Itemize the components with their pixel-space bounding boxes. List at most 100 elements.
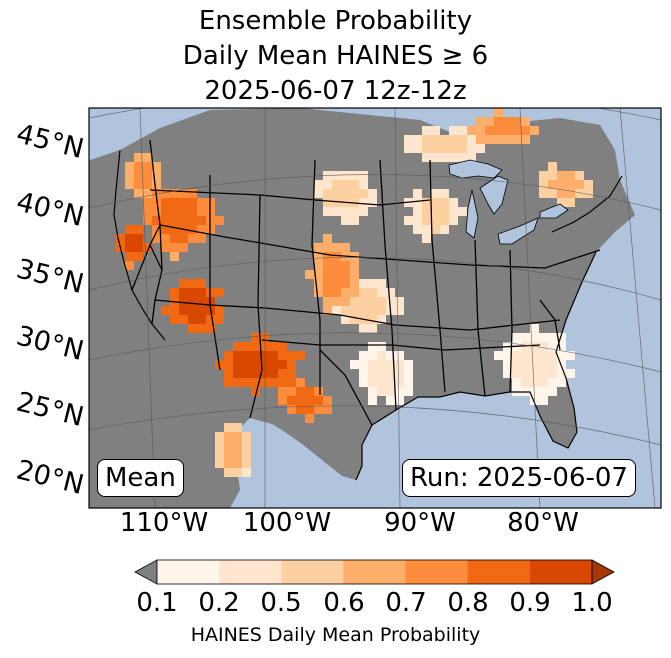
probability-cell [179, 288, 188, 297]
probability-cell [422, 225, 431, 234]
probability-cell [152, 225, 161, 234]
probability-cell [377, 369, 386, 378]
probability-cell [125, 180, 134, 189]
probability-cell [323, 306, 332, 315]
probability-cell [314, 189, 323, 198]
probability-cell [314, 387, 323, 396]
probability-cell [197, 324, 206, 333]
probability-cell [233, 360, 242, 369]
lat-label-35: 35°N [13, 253, 87, 300]
probability-cell [260, 369, 269, 378]
probability-cell [575, 171, 584, 180]
probability-cell [134, 162, 143, 171]
probability-cell [467, 135, 476, 144]
probability-cell [458, 135, 467, 144]
probability-cell [323, 396, 332, 405]
probability-cell [332, 252, 341, 261]
probability-cell [323, 207, 332, 216]
probability-cell [458, 207, 467, 216]
probability-cell [359, 360, 368, 369]
probability-cell [188, 288, 197, 297]
probability-cell [278, 378, 287, 387]
probability-cell [332, 297, 341, 306]
probability-cell [377, 279, 386, 288]
probability-cell [242, 441, 251, 450]
probability-cell [449, 207, 458, 216]
probability-cell [233, 432, 242, 441]
probability-cell [395, 378, 404, 387]
probability-cell [341, 288, 350, 297]
probability-cell [170, 252, 179, 261]
probability-cell [197, 288, 206, 297]
probability-cell [377, 360, 386, 369]
probability-cell [557, 333, 566, 342]
probability-cell [377, 387, 386, 396]
probability-cell [548, 342, 557, 351]
probability-cell [368, 351, 377, 360]
probability-cell [575, 189, 584, 198]
probability-cell [161, 189, 170, 198]
probability-cell [332, 279, 341, 288]
probability-cell [440, 216, 449, 225]
map-frame [88, 107, 662, 509]
probability-cell [395, 351, 404, 360]
lat-label-45: 45°N [13, 118, 87, 165]
probability-cell [368, 279, 377, 288]
probability-cell [368, 342, 377, 351]
probability-cell [143, 162, 152, 171]
probability-cell [260, 360, 269, 369]
coastline [113, 149, 623, 481]
probability-cell [188, 324, 197, 333]
great-lakes [448, 159, 569, 245]
probability-cell [206, 315, 215, 324]
probability-cell [242, 459, 251, 468]
probability-cell [539, 342, 548, 351]
probability-cell [359, 369, 368, 378]
colorbar-segment [529, 560, 593, 584]
colorbar-tick: 0.9 [509, 588, 551, 618]
probability-cell [368, 288, 377, 297]
probability-cell [476, 144, 485, 153]
probability-cell [134, 243, 143, 252]
probability-cell [512, 378, 521, 387]
probability-cell [359, 180, 368, 189]
probability-cell [449, 135, 458, 144]
colorbar [134, 559, 615, 585]
probability-cell [179, 189, 188, 198]
colorbar-tick: 0.6 [323, 588, 365, 618]
probability-cell [260, 351, 269, 360]
colorbar-tick: 0.1 [136, 588, 178, 618]
probability-cell [521, 369, 530, 378]
probability-cell [341, 261, 350, 270]
probability-cell [233, 378, 242, 387]
probability-cell [584, 189, 593, 198]
probability-cell [539, 378, 548, 387]
probability-cell [476, 126, 485, 135]
probability-cell [188, 315, 197, 324]
probability-cell [377, 297, 386, 306]
probability-cell [386, 387, 395, 396]
probability-cell [485, 117, 494, 126]
probability-cell [197, 198, 206, 207]
probability-cell [566, 180, 575, 189]
probability-cell [422, 135, 431, 144]
probability-cell [449, 216, 458, 225]
probability-cell [161, 216, 170, 225]
probability-cell [143, 171, 152, 180]
probability-cell [188, 297, 197, 306]
probability-cell [224, 351, 233, 360]
probability-cell [323, 234, 332, 243]
probability-cell [431, 189, 440, 198]
probability-cell [287, 351, 296, 360]
probability-cell [521, 126, 530, 135]
probability-cell [332, 306, 341, 315]
colorbar-segment [467, 560, 531, 584]
probability-cell [422, 153, 431, 162]
probability-cell [431, 198, 440, 207]
probability-cell [134, 234, 143, 243]
probability-cell [350, 216, 359, 225]
probability-cell [341, 306, 350, 315]
probability-cell [476, 117, 485, 126]
probability-cell [512, 360, 521, 369]
probability-cell [530, 369, 539, 378]
